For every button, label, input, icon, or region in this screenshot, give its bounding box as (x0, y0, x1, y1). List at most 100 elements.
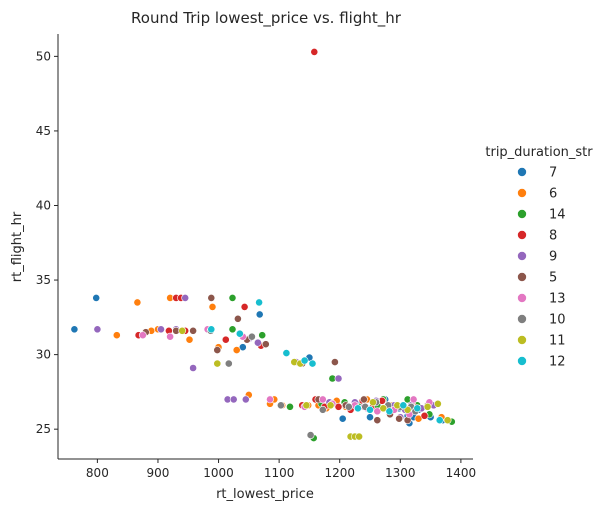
legend-label: 9 (549, 250, 557, 265)
scatter-point-8 (221, 335, 230, 344)
legend: trip_duration_str 7 6 14 8 9 5 13 10 11 12 (485, 145, 593, 370)
legend-marker (517, 209, 527, 219)
scatter-point-10 (247, 332, 256, 341)
scatter-point-6 (185, 335, 194, 344)
y-tick-label: 35 (36, 273, 51, 287)
y-tick-label: 30 (36, 348, 51, 362)
legend-label: 13 (549, 292, 566, 307)
legend-label: 7 (549, 166, 557, 181)
scatter-point-12 (207, 325, 216, 334)
scatter-point-10 (276, 401, 285, 410)
scatter-point-6 (112, 331, 121, 340)
points-layer (70, 48, 456, 442)
legend-marker (517, 251, 527, 261)
scatter-point-13 (138, 331, 147, 340)
y-tick-label: 50 (36, 49, 51, 63)
scatter-point-11 (423, 402, 432, 411)
scatter-point-9 (93, 325, 102, 334)
scatter-point-9 (189, 364, 197, 372)
chart-title: Round Trip lowest_price vs. flight_hr (131, 9, 402, 28)
scatter-point-14 (286, 402, 294, 411)
legend-label: 8 (549, 229, 557, 244)
scatter-point-13 (166, 332, 174, 341)
scatter-point-7 (92, 293, 101, 302)
legend-marker (517, 293, 527, 303)
legend-title: trip_duration_str (485, 145, 593, 160)
scatter-point-10 (318, 405, 327, 414)
scatter-point-14 (228, 293, 237, 302)
scatter-point-8 (334, 402, 343, 411)
scatter-point-7 (366, 413, 374, 422)
scatter-point-12 (255, 298, 263, 307)
scatter-point-5 (373, 416, 382, 425)
scatter-point-8 (310, 48, 319, 56)
x-axis-label: rt_lowest_price (216, 487, 314, 502)
scatter-point-13 (266, 395, 274, 404)
scatter-point-11 (433, 399, 442, 408)
scatter-point-11 (302, 401, 311, 410)
legend-items: 7 6 14 8 9 5 13 10 11 12 (517, 166, 566, 370)
scatter-point-9 (181, 293, 190, 302)
scatter-point-5 (207, 293, 216, 302)
legend-marker (517, 272, 527, 282)
x-tick-label: 900 (147, 466, 170, 480)
legend-label: 11 (549, 334, 566, 349)
legend-label: 14 (549, 208, 566, 223)
y-tick-label: 40 (36, 198, 51, 212)
x-tick-label: 800 (86, 466, 109, 480)
scatter-point-14 (228, 325, 237, 334)
scatter-point-6 (232, 346, 241, 354)
x-tick-label: 1100 (264, 466, 295, 480)
legend-marker (517, 356, 527, 366)
y-tick-label: 25 (36, 422, 51, 436)
scatter-point-12 (308, 359, 317, 368)
legend-marker (517, 314, 527, 324)
scatter-point-10 (224, 359, 233, 368)
legend-marker (517, 188, 527, 198)
scatter-point-8 (240, 302, 249, 311)
scatter-point-9 (253, 338, 262, 347)
legend-marker (517, 167, 527, 177)
scatter-point-5 (233, 314, 242, 323)
y-ticks: 25 30 35 40 45 50 (36, 49, 58, 436)
scatter-point-6 (208, 302, 217, 311)
scatter-point-12 (235, 329, 244, 338)
legend-label: 10 (549, 313, 566, 328)
scatter-point-5 (359, 395, 368, 404)
x-tick-label: 1000 (203, 466, 234, 480)
scatter-point-12 (435, 416, 444, 425)
scatter-point-13 (409, 395, 418, 404)
legend-label: 6 (549, 187, 557, 202)
legend-label: 12 (549, 355, 566, 370)
scatter-point-10 (344, 402, 353, 411)
scatter-point-10 (306, 431, 315, 439)
scatter-point-12 (399, 401, 408, 410)
scatter-point-12 (353, 404, 362, 413)
scatter-point-11 (369, 398, 377, 407)
scatter-point-13 (318, 395, 327, 404)
scatter-point-12 (300, 356, 309, 365)
legend-marker (517, 335, 527, 345)
scatter-point-9 (241, 395, 250, 404)
y-tick-label: 45 (36, 124, 51, 138)
scatter-point-11 (443, 416, 452, 425)
scatter-point-5 (189, 326, 197, 335)
x-tick-label: 1300 (385, 466, 416, 480)
scatter-point-5 (213, 346, 222, 354)
scatter-point-6 (133, 298, 142, 307)
scatter-point-5 (330, 358, 339, 366)
scatter-point-9 (334, 374, 343, 383)
scatter-point-12 (385, 407, 394, 416)
legend-marker (517, 230, 527, 240)
scatter-point-7 (70, 325, 79, 334)
scatter-point-12 (413, 404, 422, 413)
scatter-point-12 (366, 405, 374, 414)
scatter-point-5 (261, 340, 270, 349)
scatter-point-7 (338, 414, 347, 423)
x-ticks: 800 900 1000 1100 1200 1300 1400 (86, 459, 476, 480)
scatter-point-11 (178, 326, 187, 335)
scatter-point-11 (326, 401, 335, 410)
scatter-point-8 (420, 411, 429, 420)
